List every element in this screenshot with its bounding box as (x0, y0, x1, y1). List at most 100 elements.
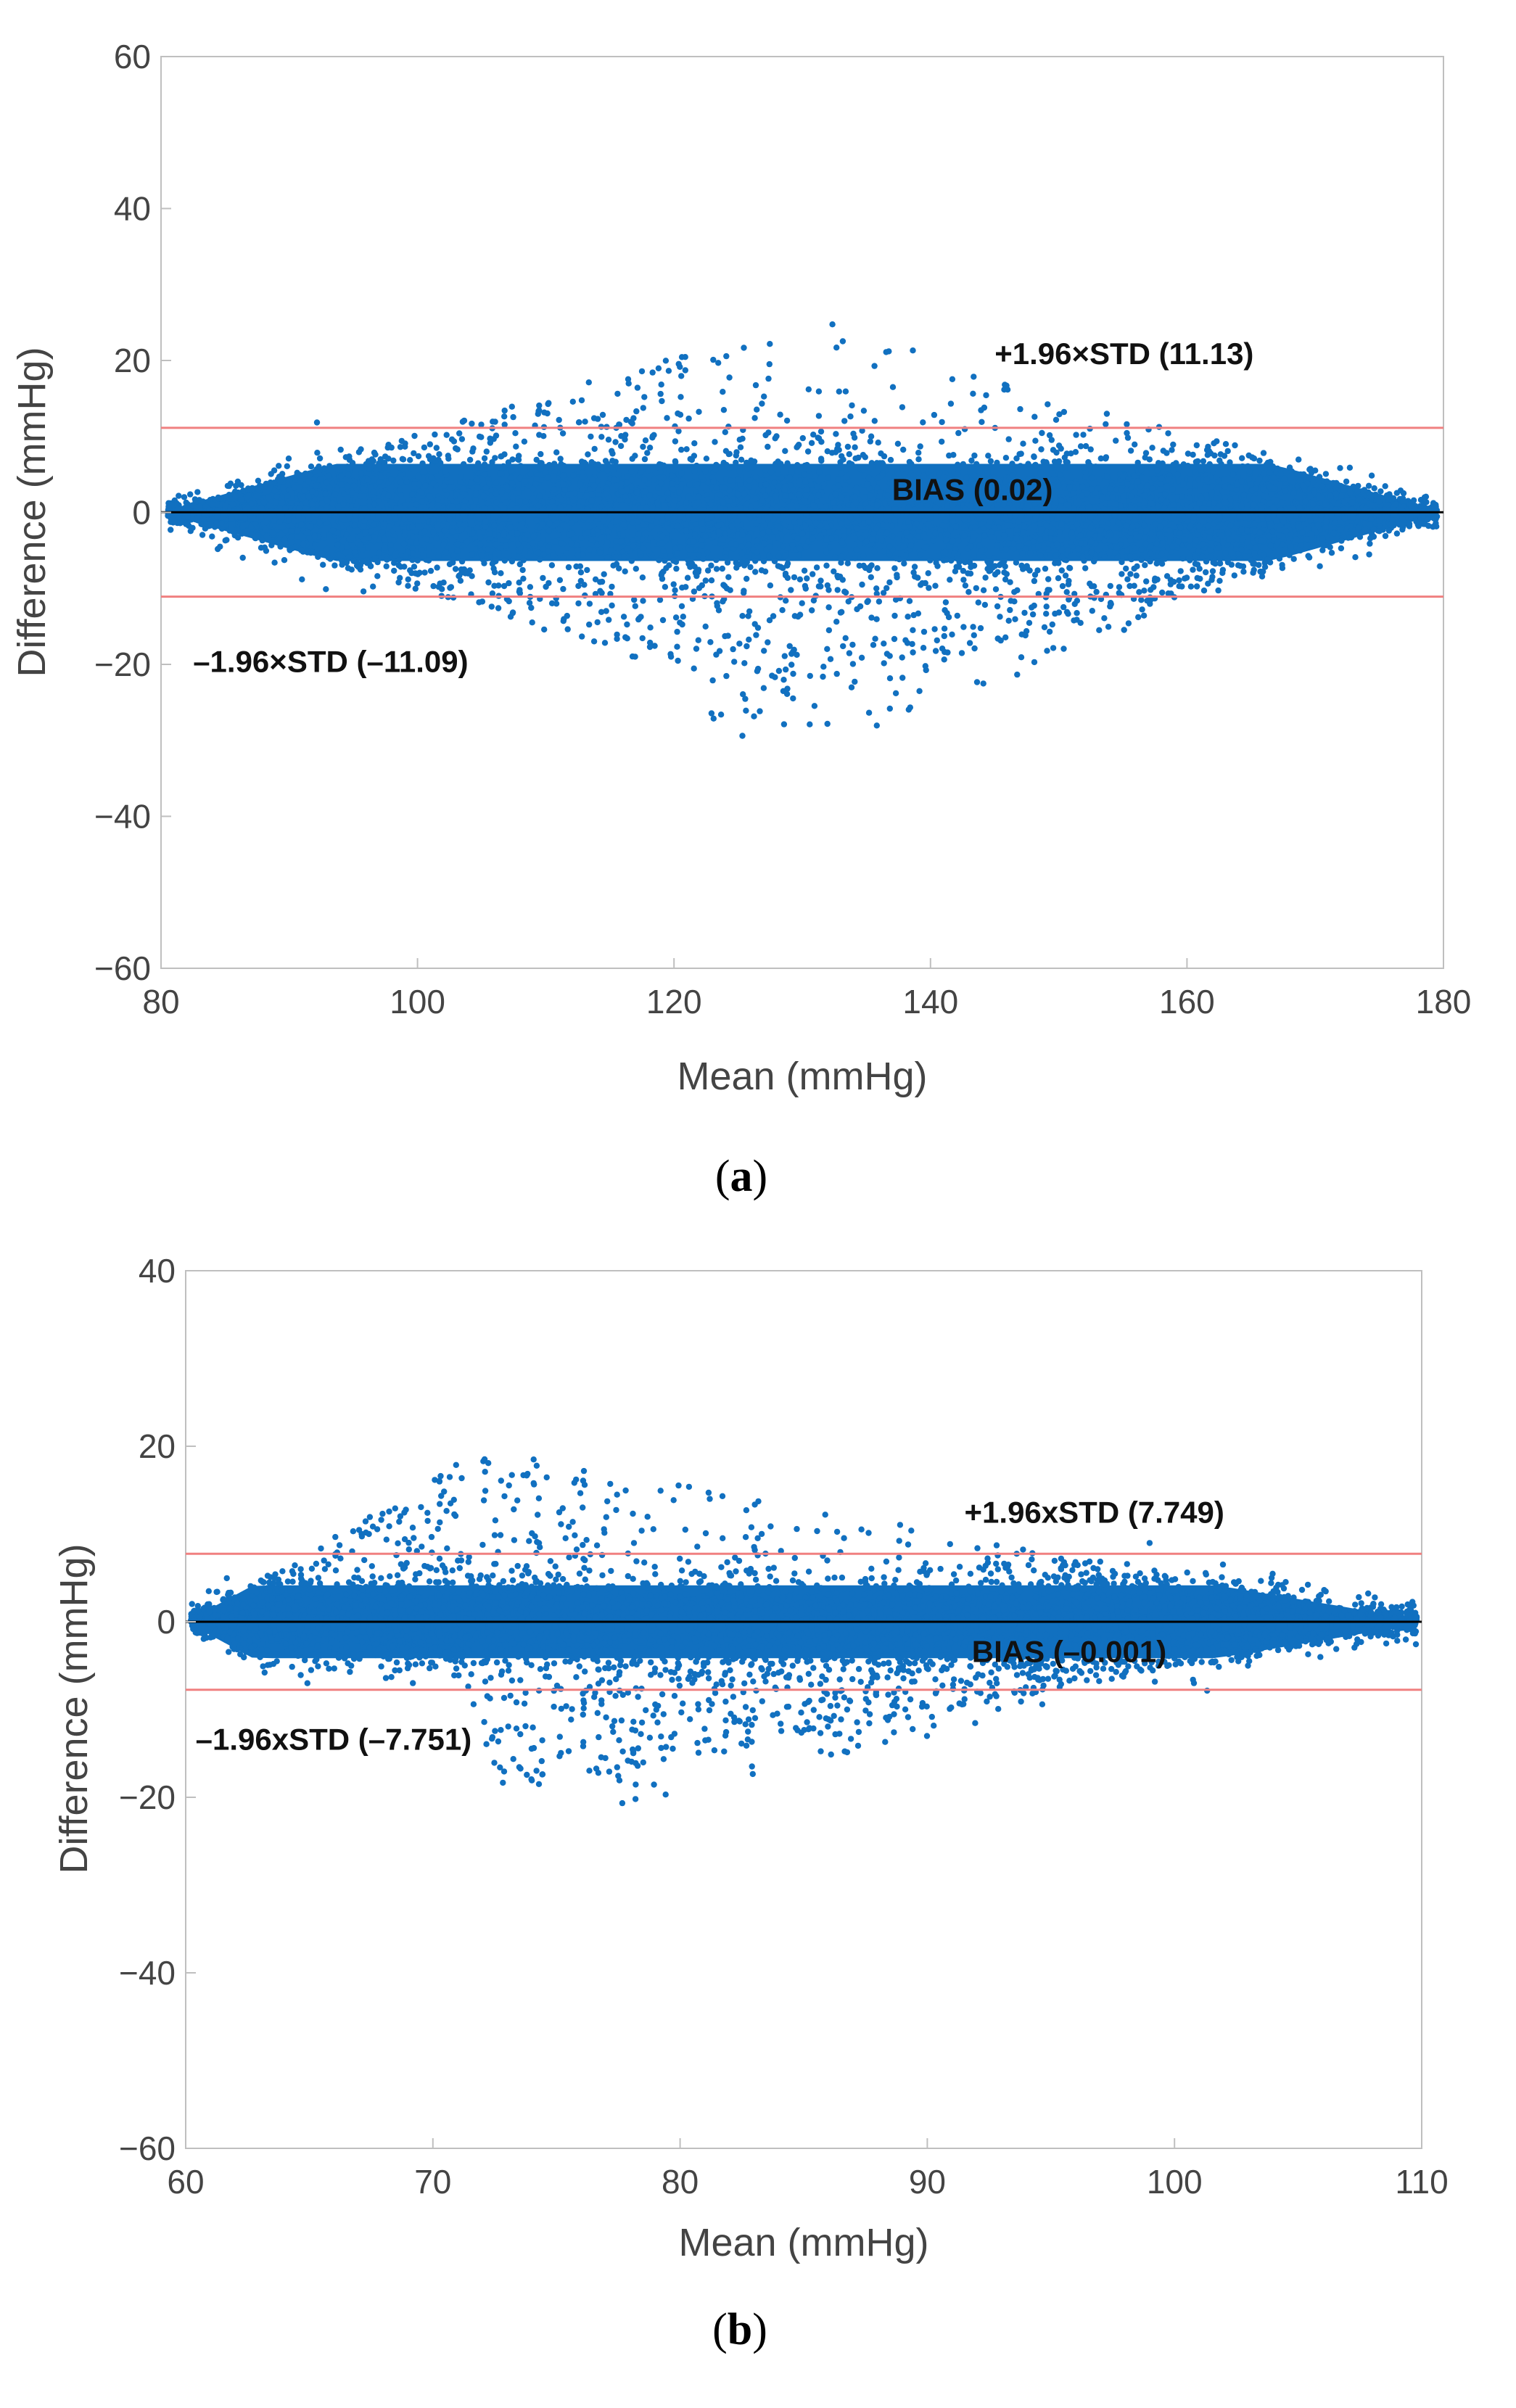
chart-a-point (1245, 515, 1252, 521)
chart-a-point (1324, 478, 1330, 485)
chart-a-point (608, 547, 614, 553)
chart-a-point (672, 438, 679, 445)
chart-a-point (320, 561, 326, 568)
chart-a-point (876, 598, 883, 605)
chart-a-point (1057, 471, 1063, 478)
chart-a-point (766, 360, 773, 368)
chart-a-point (1123, 565, 1129, 572)
chart-a-point (1065, 611, 1071, 617)
chart-a-point (1025, 461, 1031, 467)
chart-a-point (1058, 553, 1066, 560)
chart-a-point (1276, 527, 1282, 533)
chart-a-point (1251, 455, 1258, 462)
chart-a-point (760, 558, 767, 564)
chart-a-point (326, 472, 332, 479)
chart-a-point (458, 558, 466, 565)
chart-a-point (659, 517, 666, 524)
chart-a-point (594, 619, 601, 626)
chart-a-point (678, 446, 685, 453)
chart-a-point (659, 617, 667, 624)
chart-a-point (625, 515, 632, 522)
chart-a-point (313, 527, 319, 534)
chart-a-point (777, 411, 783, 418)
chart-a-point (420, 553, 427, 559)
chart-a-point (640, 405, 646, 411)
chart-a-point (1052, 416, 1060, 423)
chart-a-point (520, 575, 527, 582)
chart-a-point (680, 614, 686, 620)
chart-a-point (1138, 556, 1145, 564)
chart-a-point (400, 540, 408, 548)
chart-a-point (735, 477, 741, 483)
chart-a-point (646, 516, 652, 523)
chart-a-point (520, 557, 527, 564)
chart-a-point (300, 535, 306, 541)
chart-a-point (598, 578, 606, 585)
chart-a-point (1171, 524, 1177, 530)
chart-a-point (578, 397, 585, 404)
chart-a-point (712, 539, 719, 546)
chart-a-point (672, 587, 678, 593)
chart-a-point (258, 514, 264, 520)
chart-a-point (1135, 614, 1142, 621)
chart-a-point (619, 532, 627, 538)
chart-a-point (842, 635, 849, 641)
chart-a-point (775, 471, 782, 477)
chart-a-point (874, 565, 881, 572)
chart-a-point (329, 517, 336, 524)
chart-a-point (287, 547, 293, 553)
chart-a-point (783, 598, 789, 604)
chart-a-point (1328, 550, 1335, 556)
chart-a-point (351, 549, 358, 556)
chart-a-point (704, 549, 711, 556)
chart-a-point (419, 498, 425, 505)
chart-a-point (1161, 520, 1169, 527)
chart-a-point (493, 490, 499, 497)
chart-a-point (852, 499, 860, 506)
chart-a-point (1290, 490, 1297, 496)
chart-a-point (1018, 654, 1025, 661)
chart-a-point (584, 566, 590, 574)
chart-a-point (382, 464, 388, 471)
chart-a-point (1079, 483, 1086, 490)
chart-a-point (630, 543, 637, 550)
chart-a-point (551, 486, 557, 492)
chart-a-point (1174, 471, 1181, 478)
chart-a-point (757, 708, 763, 714)
chart-a-point (752, 474, 759, 480)
chart-a-point (891, 565, 898, 572)
chart-a-point (530, 533, 537, 540)
chart-a-point (1105, 465, 1112, 471)
chart-a-point (659, 496, 666, 503)
chart-a-point (1002, 563, 1008, 570)
chart-a-point (1132, 441, 1138, 448)
chart-a-point (754, 406, 760, 413)
chart-a-point (886, 653, 893, 659)
chart-a-point (920, 419, 926, 426)
chart-a-point (604, 539, 611, 545)
chart-a-point (647, 624, 654, 631)
chart-a-point (825, 604, 832, 611)
chart-a-point (384, 531, 392, 537)
chart-a-point (899, 654, 905, 661)
chart-a-point (508, 474, 514, 481)
chart-a-point (982, 574, 989, 581)
chart-a-point (1371, 485, 1377, 492)
chart-a-point (592, 576, 599, 582)
chart-a-point (1232, 442, 1238, 449)
chart-a-point (405, 582, 411, 589)
chart-a-point (640, 598, 646, 604)
chart-a-point (1152, 520, 1158, 527)
chart-a-point (1150, 514, 1156, 520)
chart-a-point (739, 613, 746, 619)
chart-a-point (887, 456, 894, 463)
chart-a-point (1239, 455, 1245, 461)
chart-a-point (421, 444, 428, 451)
chart-a-point (385, 455, 392, 462)
chart-a-point (586, 601, 593, 607)
chart-a-point (409, 545, 416, 552)
chart-a-point (743, 707, 749, 714)
chart-a-point (1099, 494, 1105, 501)
chart-a-point (1013, 527, 1020, 533)
